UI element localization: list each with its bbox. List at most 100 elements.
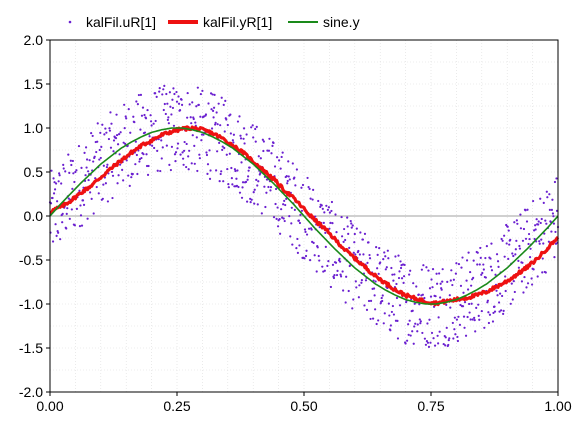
scatter-point [463,301,467,304]
scatter-point [254,140,257,143]
scatter-point [504,275,507,278]
scatter-point [154,119,157,123]
scatter-point [322,221,325,224]
scatter-point [460,266,463,269]
scatter-point [150,124,153,127]
scatter-point [222,180,225,183]
scatter-point [287,160,290,163]
scatter-point [99,156,102,160]
scatter-point [262,149,265,153]
scatter-point [384,268,387,271]
scatter-point [231,183,234,186]
scatter-point [421,331,424,335]
scatter-point [540,217,543,221]
scatter-point [65,212,68,216]
scatter-point [123,103,126,106]
scatter-point [143,113,146,117]
scatter-point [495,289,498,292]
scatter-point [351,307,354,310]
scatter-point [56,200,59,203]
scatter-point [271,144,274,147]
scatter-point [106,163,109,166]
scatter-point [382,258,385,261]
scatter-point [247,169,250,172]
scatter-point [511,298,514,301]
scatter-point [216,150,219,153]
scatter-point [436,282,439,285]
scatter-point [545,190,548,193]
scatter-point [114,137,118,140]
scatter-point [280,208,283,211]
scatter-point [94,177,97,180]
scatter-point [522,291,525,294]
scatter-point [441,268,444,271]
legend-label-uR: kalFil.uR[1] [86,14,156,30]
scatter-point [399,260,402,263]
scatter-point [470,302,473,305]
scatter-point [385,266,388,269]
scatter-point [262,140,265,143]
scatter-point [346,216,349,219]
scatter-point [108,127,111,130]
scatter-point [477,314,480,317]
scatter-point [166,102,169,105]
scatter-point [343,227,346,231]
scatter-point [204,113,208,116]
scatter-point [321,207,324,210]
scatter-point [553,180,557,184]
scatter-point [117,174,120,177]
scatter-point [360,278,364,282]
scatter-point [183,149,186,152]
scatter-point [396,319,399,322]
scatter-point [398,270,401,273]
scatter-point [160,139,163,142]
scatter-point [255,178,258,181]
scatter-point [99,131,102,134]
scatter-point [521,261,524,264]
scatter-point [174,160,177,163]
scatter-point [296,251,299,254]
scatter-point [487,321,491,325]
scatter-point [290,222,293,225]
scatter-point [552,215,555,218]
scatter-point [416,330,419,333]
scatter-point [229,113,232,116]
scatter-point [52,177,55,180]
scatter-point [404,342,407,345]
scatter-point [132,115,135,118]
scatter-point [147,164,150,168]
scatter-point [502,312,505,315]
scatter-point [79,214,83,217]
scatter-point [500,309,503,312]
scatter-point [476,263,479,266]
y-tick-label: -1.0 [19,296,43,312]
scatter-point [83,151,86,154]
scatter-point [61,212,64,215]
scatter-point [294,184,297,187]
scatter-point [329,221,332,224]
scatter-point [488,313,492,316]
scatter-point [167,116,170,119]
scatter-point [276,225,280,228]
scatter-point [497,301,501,304]
scatter-point [331,263,335,266]
scatter-point [490,269,494,272]
scatter-point [250,126,253,129]
scatter-point [189,116,192,119]
scatter-point [226,167,229,171]
scatter-point [369,317,372,321]
scatter-point [437,342,440,345]
scatter-point [445,303,448,306]
scatter-point [392,279,395,282]
scatter-point [415,285,418,288]
scatter-point [158,87,161,90]
scatter-point [466,315,469,319]
scatter-point [118,153,121,156]
scatter-point [426,341,430,344]
scatter-point [316,246,319,249]
scatter-point [212,106,216,109]
scatter-point [420,268,423,271]
scatter-point [142,153,145,156]
scatter-point [276,206,279,209]
